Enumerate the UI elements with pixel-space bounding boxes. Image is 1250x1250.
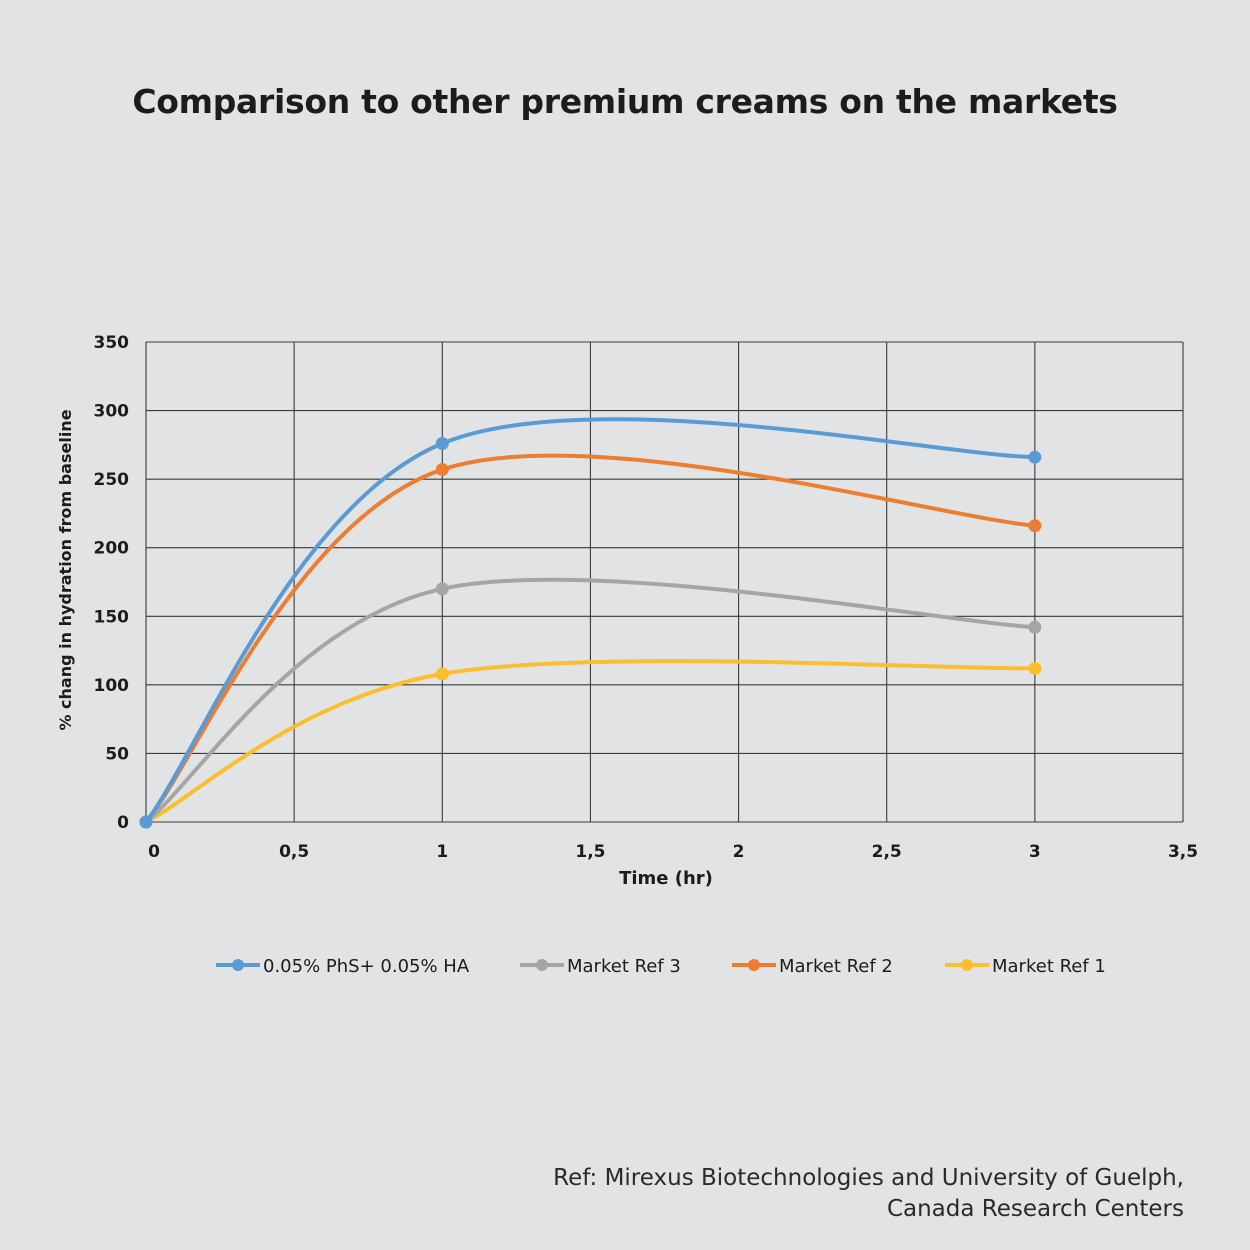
legend-swatch-marker [961,959,973,971]
y-tick-label: 350 [94,333,130,353]
x-tick-label: 2 [733,842,745,862]
data-point [1028,519,1042,533]
legend-swatch-marker [748,959,760,971]
series-line [144,659,1037,824]
x-tick-label: 0,5 [279,842,309,862]
data-point [435,582,449,596]
y-tick-label: 250 [94,470,130,490]
reference-line-1: Ref: Mirexus Biotechnologies and Univers… [553,1165,1184,1191]
x-tick-label: 3 [1029,842,1041,862]
y-tick-label: 100 [94,676,130,696]
legend-label: Market Ref 3 [567,956,681,977]
y-tick-label: 200 [94,539,130,559]
legend-item: Market Ref 2 [732,956,893,977]
data-point [435,667,449,681]
x-tick-label: 0 [148,842,160,862]
data-point [435,436,449,450]
y-tick-label: 50 [105,744,129,764]
reference-line-2: Canada Research Centers [886,1196,1184,1222]
legend-label: Market Ref 2 [779,956,893,977]
series-line [144,577,1037,824]
series-lines [139,417,1042,829]
legend-item: Market Ref 1 [945,956,1106,977]
x-tick-label: 1,5 [575,842,605,862]
y-tick-label: 150 [94,607,130,627]
data-point [139,815,153,829]
x-tick-label: 2,5 [872,842,902,862]
legend-swatch-marker [536,959,548,971]
legend-item: Market Ref 3 [520,956,681,977]
data-point [1028,450,1042,464]
legend-label: 0.05% PhS+ 0.05% HA [263,956,470,977]
chart-title: Comparison to other premium creams on th… [132,82,1118,121]
x-axis-label: Time (hr) [619,868,713,889]
y-tick-label: 300 [94,402,130,422]
data-point [1028,661,1042,675]
legend-label: Market Ref 1 [992,956,1106,977]
legend-swatch-marker [232,959,244,971]
x-tick-label: 3,5 [1168,842,1198,862]
data-point [435,463,449,477]
grid [145,341,1184,823]
legend-item: 0.05% PhS+ 0.05% HA [216,956,470,977]
data-point [1028,620,1042,634]
axis-ticks: 0 50 100 150 200 250 300 350 0 0,5 1 1,5 2 2,5 3 3,5 [94,333,1199,862]
reference-note: Ref: Mirexus Biotechnologies and Univers… [553,1163,1184,1225]
x-tick-label: 1 [436,842,448,862]
y-axis-label: % chang in hydration from baseline [56,409,75,730]
y-tick-label: 0 [117,813,129,833]
series-0-05-phs-0-05-ha [139,417,1042,829]
legend: 0.05% PhS+ 0.05% HA Market Ref 3 Market Re… [216,956,1106,977]
